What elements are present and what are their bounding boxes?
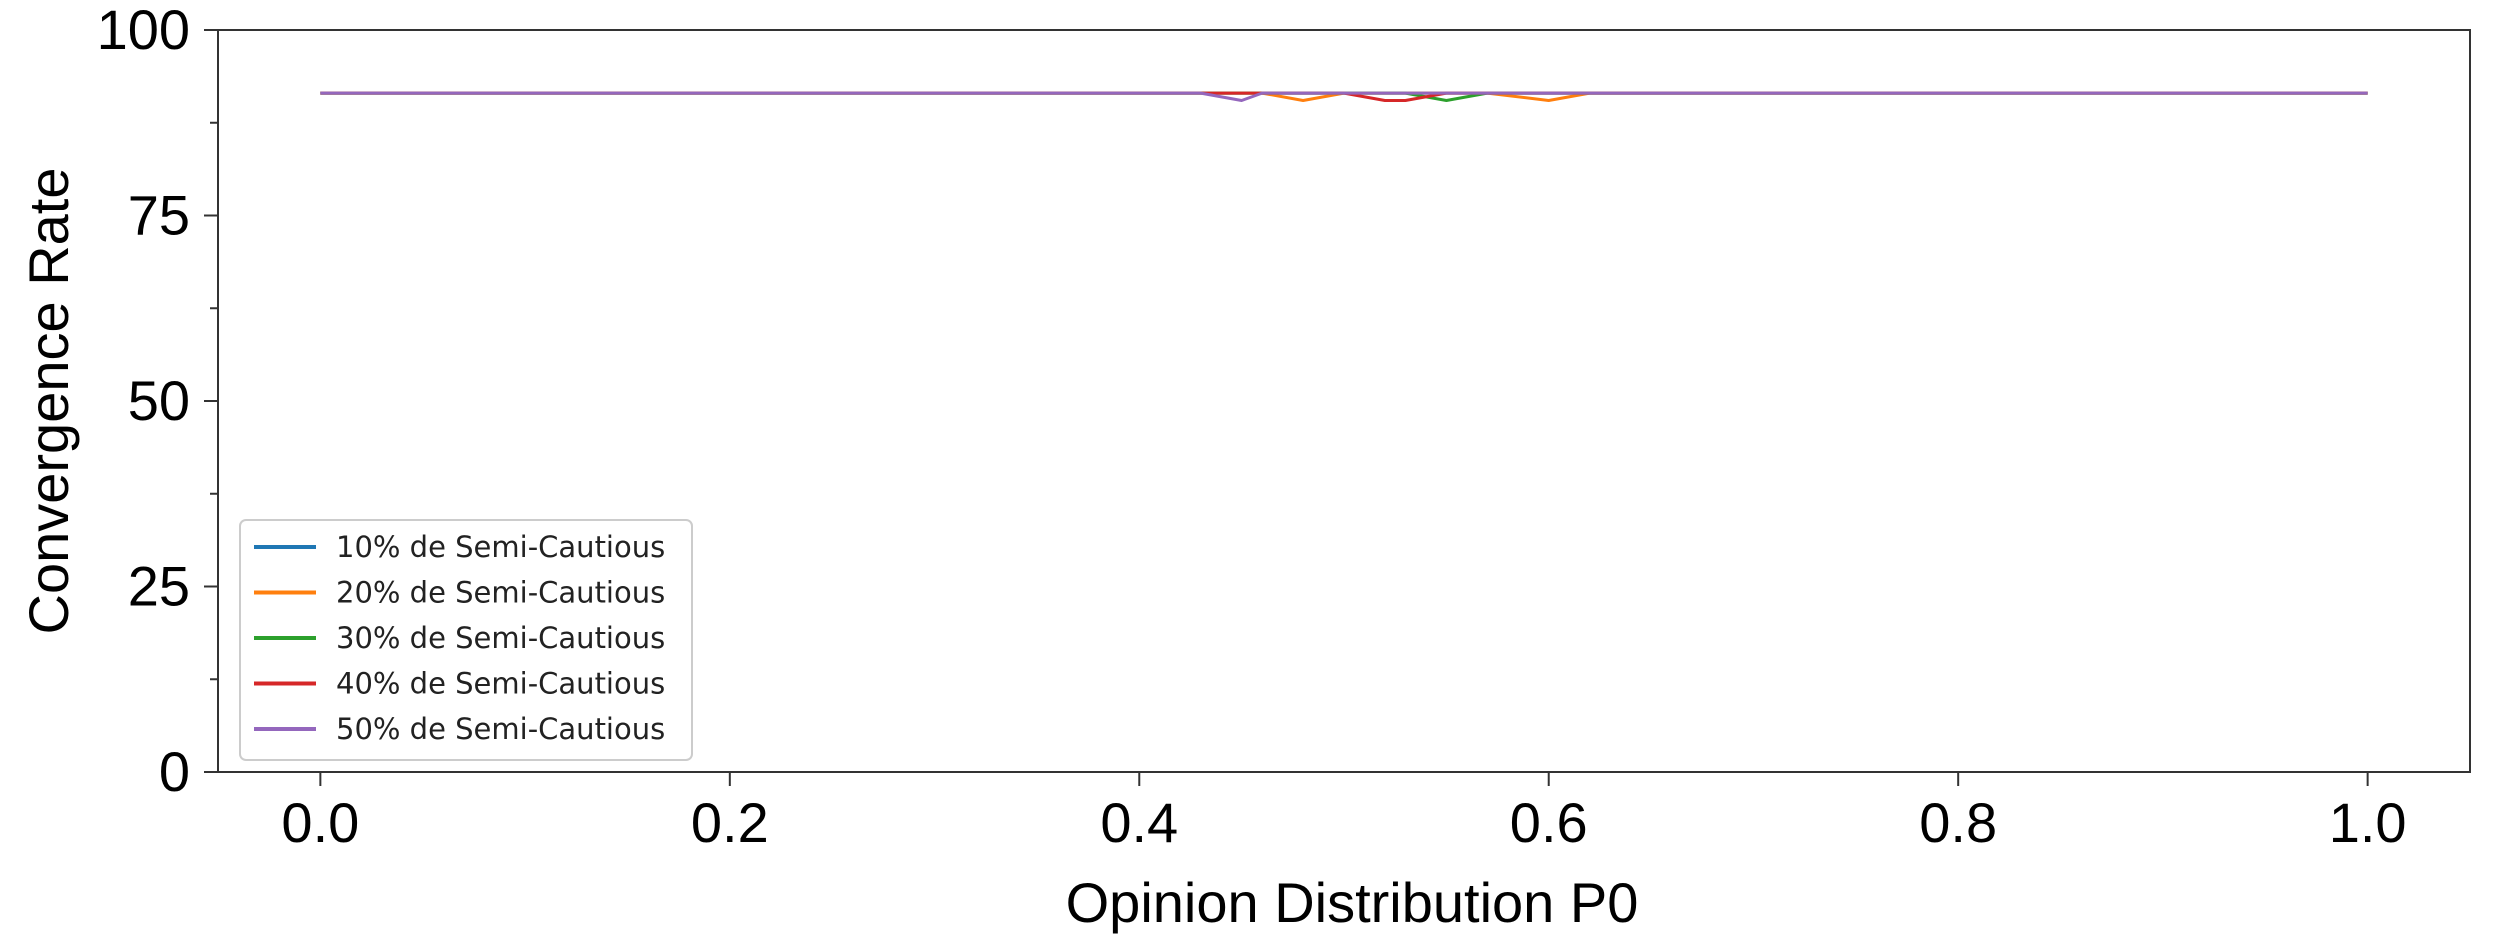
x-axis-label: Opinion Distribution P0 [1066,871,1639,934]
series-line-5 [320,91,2368,102]
legend-label: 50% de Semi-Cautious [336,712,665,746]
x-tick-label: 0.8 [1919,791,1997,854]
y-axis-ticks: 0 25 50 75 100 [97,0,218,803]
x-tick-label: 0.6 [1510,791,1588,854]
legend-label: 10% de Semi-Cautious [336,530,665,564]
series-lines [320,91,2368,102]
y-tick-label: 100 [97,0,190,61]
legend-label: 30% de Semi-Cautious [336,621,665,655]
x-axis-ticks: 0.0 0.2 0.4 0.6 0.8 1.0 [281,772,2407,854]
y-tick-label: 75 [128,184,190,247]
y-axis-label: Convergence Rate [17,168,80,635]
x-tick-label: 0.0 [281,791,359,854]
legend-label: 40% de Semi-Cautious [336,667,665,701]
legend: 10% de Semi-Cautious 20% de Semi-Cautious… [239,519,693,761]
legend-box [239,519,693,761]
x-tick-label: 0.2 [691,791,769,854]
y-tick-label: 0 [159,740,190,803]
y-tick-label: 25 [128,555,190,618]
legend-label: 20% de Semi-Cautious [336,576,665,610]
y-tick-label: 50 [128,369,190,432]
x-tick-label: 0.4 [1100,791,1178,854]
x-tick-label: 1.0 [2329,791,2407,854]
